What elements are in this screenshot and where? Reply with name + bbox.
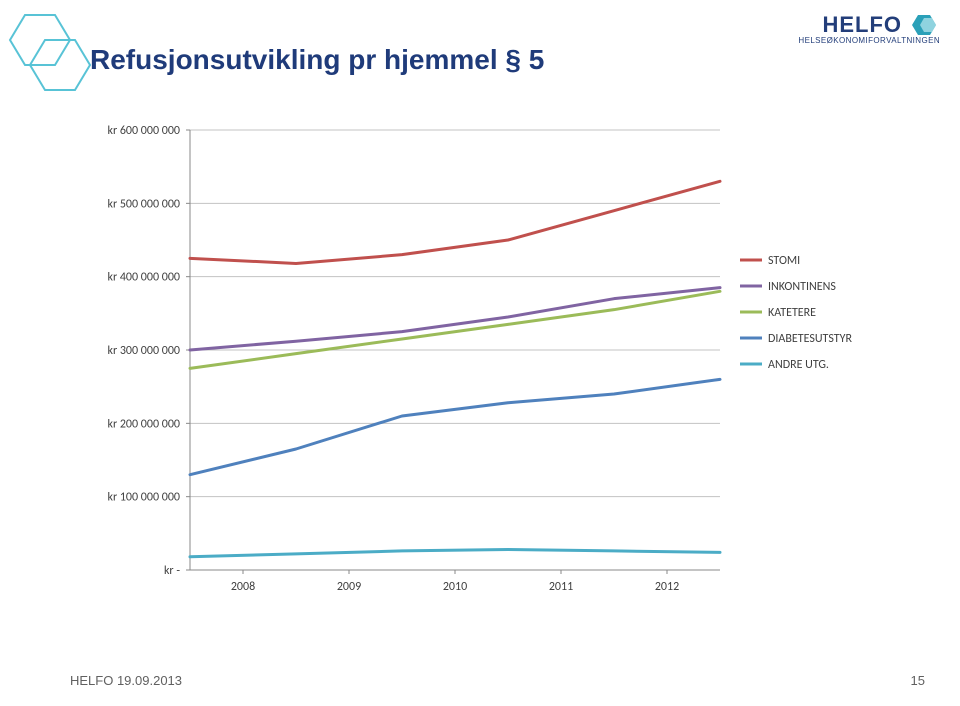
series-line xyxy=(190,379,720,474)
x-tick-label: 2008 xyxy=(231,580,255,594)
legend-label: INKONTINENS xyxy=(768,280,836,294)
legend-label: DIABETESUTSTYR xyxy=(768,332,852,346)
logo-label: HELFO xyxy=(822,12,902,38)
x-tick-label: 2012 xyxy=(655,580,679,594)
series-line xyxy=(190,288,720,350)
page-number: 15 xyxy=(911,673,925,688)
chart-container: kr - kr 100 000 000 kr 200 000 000 kr 300 0… xyxy=(70,120,890,620)
legend-label: STOMI xyxy=(768,254,800,268)
logo-text: HELFO xyxy=(822,12,940,38)
series-line xyxy=(190,181,720,263)
y-tick-label: kr 300 000 000 xyxy=(107,344,180,358)
x-tick-label: 2010 xyxy=(443,580,467,594)
logo-icon xyxy=(906,12,940,38)
series-line xyxy=(190,291,720,368)
y-tick-label: kr 400 000 000 xyxy=(107,271,180,285)
logo-subtext: HELSEØKONOMIFORVALTNINGEN xyxy=(798,36,940,45)
y-tick-label: kr 500 000 000 xyxy=(107,197,180,211)
logo: HELFO HELSEØKONOMIFORVALTNINGEN xyxy=(798,12,940,45)
page-title: Refusjonsutvikling pr hjemmel § 5 xyxy=(90,44,544,76)
corner-decor xyxy=(5,10,100,100)
slide: HELFO HELSEØKONOMIFORVALTNINGEN Refusjon… xyxy=(0,0,960,706)
line-chart: kr - kr 100 000 000 kr 200 000 000 kr 300 0… xyxy=(70,120,890,620)
footer-date: HELFO 19.09.2013 xyxy=(70,673,182,688)
y-tick-label: kr 600 000 000 xyxy=(107,124,180,138)
legend-label: KATETERE xyxy=(768,306,816,320)
legend-label: ANDRE UTG. xyxy=(768,358,829,372)
x-tick-label: 2011 xyxy=(549,580,573,594)
y-tick-label: kr 100 000 000 xyxy=(107,491,180,505)
y-tick-label: kr 200 000 000 xyxy=(107,417,180,431)
x-tick-label: 2009 xyxy=(337,580,361,594)
y-tick-label: kr - xyxy=(164,564,180,578)
series-line xyxy=(190,549,720,556)
